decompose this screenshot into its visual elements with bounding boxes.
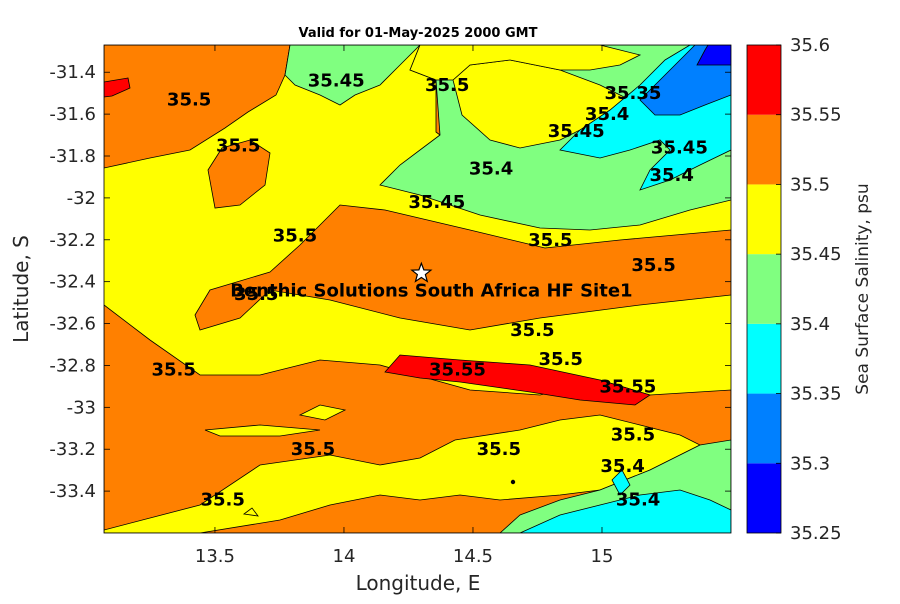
y-tick-label: -32.8: [49, 355, 96, 376]
band-35-45-south-patch: [104, 414, 701, 533]
band-35-55-strip: [384, 354, 651, 406]
contour-dot: [510, 479, 516, 485]
colorbar-tick-label: 35.6: [790, 35, 830, 56]
y-tick-label: -31.4: [49, 62, 96, 83]
band-35-4-north-left: [284, 45, 421, 106]
band-35-45-north-rim: [409, 45, 642, 81]
x-axis: 13.5 14 14.5 15: [195, 45, 614, 567]
y-tick-label: -31.6: [49, 104, 96, 125]
x-axis-label: Longitude, E: [356, 571, 481, 595]
contour-label: 35.55: [429, 360, 486, 381]
contour-label: 35.5: [477, 439, 521, 460]
colorbar-swatch: [747, 254, 781, 324]
colorbar-frame: [746, 44, 782, 534]
band-35-25: [696, 45, 731, 66]
colorbar-swatch: [747, 114, 781, 185]
contour-label: 35.5: [611, 425, 655, 446]
contour-label: 35.45: [651, 138, 708, 159]
colorbar-swatch: [747, 45, 781, 115]
site-star-icon: [410, 261, 433, 283]
y-tick-label: -32.2: [49, 230, 96, 251]
y-tick-label: -33.4: [49, 481, 96, 502]
contour-label: 35.4: [649, 165, 693, 186]
colorbar-swatch: [747, 323, 781, 394]
contour-label: 35.5: [528, 230, 572, 251]
band-35-45-tiny-patch: [242, 507, 259, 517]
contour-label: 35.4: [585, 104, 629, 125]
band-35-35-south: [519, 489, 731, 533]
contour-label: 35.5: [510, 320, 554, 341]
contour-label: 35.55: [599, 376, 656, 397]
contour-label: 35.45: [548, 121, 605, 142]
colorbar-swatch: [747, 463, 781, 533]
colorbar-tick-label: 35.3: [790, 453, 830, 474]
y-axis: -31.4 -31.6 -31.8 -32 -32.2 -32.4 -32.6 -32.8 -3…: [49, 62, 731, 502]
contour-label: 35.5: [273, 226, 317, 247]
contour-label: 35.5: [234, 284, 278, 305]
colorbar-label: Sea Surface Salinity, psu: [853, 183, 873, 394]
contour-plot-area: 35.535.45 35.535.535.435.4535.435.3535.45…: [103, 44, 732, 534]
contour-labels: 35.535.45 35.535.535.435.4535.435.3535.45…: [151, 71, 707, 511]
colorbar-swatch: [747, 393, 781, 464]
contour-label: 35.4: [600, 456, 644, 477]
band-35-5-central: [194, 204, 731, 331]
contour-label: 35.45: [308, 71, 365, 92]
contour-label: 35.5: [167, 89, 211, 110]
colorbar-tick-label: 35.25: [790, 523, 842, 544]
band-35-5-north-patch: [207, 139, 271, 209]
x-tick-label: 13.5: [195, 546, 235, 567]
contour-label: 35.45: [408, 192, 465, 213]
colorbar-tick-label: 35.35: [790, 384, 842, 405]
colorbar-swatch: [747, 184, 781, 255]
y-tick-label: -32.4: [49, 272, 96, 293]
band-35-45-small-patch: [298, 404, 347, 421]
contour-label: 35.5: [631, 255, 675, 276]
plot-frame: [103, 44, 732, 534]
y-tick-label: -33.2: [49, 439, 96, 460]
contour-label: 35.4: [469, 159, 513, 180]
y-tick-label: -33: [67, 397, 96, 418]
y-tick-label: -32: [67, 188, 96, 209]
contour-label: 35.5: [425, 75, 469, 96]
colorbar-tick-label: 35.55: [790, 105, 842, 126]
contour-label: 35.35: [604, 83, 661, 104]
y-tick-label: -32.6: [49, 314, 96, 335]
contour-label: 35.4: [616, 489, 660, 510]
x-tick-label: 14.5: [453, 546, 493, 567]
colorbar-tick-label: 35.4: [790, 314, 830, 335]
colorbar-tick-label: 35.45: [790, 244, 842, 265]
colorbar: 35.25 35.3 35.35 35.4 35.45 35.5 35.55 35.6: [746, 35, 842, 544]
site-marker-group: Benthic Solutions South Africa HF Site1: [230, 261, 633, 301]
colorbar-tick-label: 35.5: [790, 174, 830, 195]
contour-label: 35.5: [291, 439, 335, 460]
x-tick-label: 14: [333, 546, 356, 567]
band-35-55-top-left: [104, 77, 131, 98]
contour-label: 35.5: [200, 489, 244, 510]
band-35-45-strip: [204, 424, 321, 437]
contour-label: 35.5: [151, 360, 195, 381]
chart-title: Valid for 01-May-2025 2000 GMT: [299, 26, 538, 41]
contour-label: 35.5: [216, 136, 260, 157]
site-label: Benthic Solutions South Africa HF Site1: [230, 280, 632, 301]
y-tick-label: -31.8: [49, 146, 96, 167]
contour-label: 35.5: [538, 349, 582, 370]
y-axis-label: Latitude, S: [9, 235, 33, 343]
x-tick-label: 15: [591, 546, 614, 567]
band-35-35-south-finger: [611, 469, 631, 496]
